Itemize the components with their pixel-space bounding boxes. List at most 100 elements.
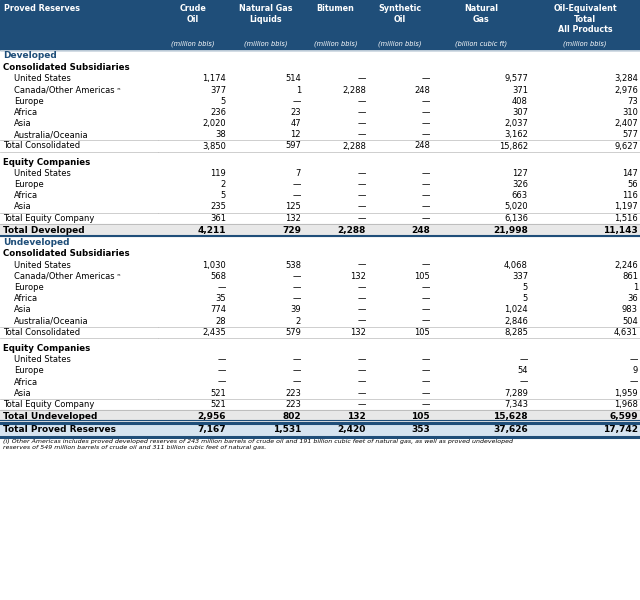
- Text: —: —: [422, 355, 430, 364]
- Text: Equity Companies: Equity Companies: [3, 344, 90, 353]
- Text: 377: 377: [210, 85, 226, 95]
- Text: 2,956: 2,956: [198, 412, 226, 421]
- Text: Asia: Asia: [14, 202, 31, 211]
- Text: 47: 47: [291, 119, 301, 128]
- Text: —: —: [292, 97, 301, 106]
- Text: Canada/Other Americas ⁿ: Canada/Other Americas ⁿ: [14, 85, 120, 95]
- Text: 39: 39: [291, 305, 301, 314]
- Text: —: —: [358, 260, 366, 269]
- Text: —: —: [422, 367, 430, 376]
- Text: —: —: [358, 180, 366, 189]
- Text: 577: 577: [622, 130, 638, 139]
- Text: —: —: [422, 400, 430, 409]
- Text: 310: 310: [622, 108, 638, 117]
- Text: 248: 248: [411, 226, 430, 235]
- Text: —: —: [218, 283, 226, 292]
- Text: 983: 983: [622, 305, 638, 314]
- Text: —: —: [358, 317, 366, 326]
- Text: Total Equity Company: Total Equity Company: [3, 214, 94, 223]
- Text: —: —: [292, 180, 301, 189]
- Text: 105: 105: [414, 272, 430, 281]
- Text: 6,599: 6,599: [609, 412, 638, 421]
- Text: Asia: Asia: [14, 119, 31, 128]
- Text: Total Consolidated: Total Consolidated: [3, 328, 80, 337]
- Text: —: —: [422, 260, 430, 269]
- Text: 861: 861: [622, 272, 638, 281]
- Text: 5: 5: [221, 191, 226, 200]
- Text: —: —: [358, 191, 366, 200]
- Text: 1,197: 1,197: [614, 202, 638, 211]
- Text: 132: 132: [350, 272, 366, 281]
- Text: Australia/Oceania: Australia/Oceania: [14, 317, 88, 326]
- Text: 3,284: 3,284: [614, 74, 638, 83]
- Bar: [0, 0, 640, 50]
- Text: 1,174: 1,174: [202, 74, 226, 83]
- Text: —: —: [292, 294, 301, 303]
- Text: 2,246: 2,246: [614, 260, 638, 269]
- Text: 2,037: 2,037: [504, 119, 528, 128]
- Text: 56: 56: [627, 180, 638, 189]
- Text: —: —: [422, 74, 430, 83]
- Text: —: —: [520, 377, 528, 386]
- Text: Crude
Oil: Crude Oil: [180, 4, 207, 24]
- Text: Total Undeveloped: Total Undeveloped: [3, 412, 97, 421]
- Text: 2: 2: [296, 317, 301, 326]
- Text: 2,435: 2,435: [202, 328, 226, 337]
- Text: Canada/Other Americas ⁿ: Canada/Other Americas ⁿ: [14, 272, 120, 281]
- Text: Africa: Africa: [14, 294, 38, 303]
- Text: —: —: [358, 377, 366, 386]
- Text: (million bbls): (million bbls): [314, 40, 357, 47]
- Text: Europe: Europe: [14, 367, 44, 376]
- Text: 2,288: 2,288: [338, 226, 366, 235]
- Text: 119: 119: [211, 169, 226, 178]
- Text: Equity Companies: Equity Companies: [3, 158, 90, 167]
- Text: 9,627: 9,627: [614, 142, 638, 151]
- Text: 371: 371: [512, 85, 528, 95]
- Text: United States: United States: [14, 260, 71, 269]
- Text: 521: 521: [211, 389, 226, 398]
- Text: (million bbls): (million bbls): [563, 40, 607, 47]
- Text: —: —: [422, 377, 430, 386]
- Text: —: —: [218, 367, 226, 376]
- Text: —: —: [292, 355, 301, 364]
- Text: —: —: [292, 367, 301, 376]
- Text: —: —: [218, 377, 226, 386]
- Text: 35: 35: [216, 294, 226, 303]
- Text: 4,068: 4,068: [504, 260, 528, 269]
- Text: 729: 729: [282, 226, 301, 235]
- Text: 37,626: 37,626: [493, 425, 528, 434]
- Text: Consolidated Subsidiaries: Consolidated Subsidiaries: [3, 63, 130, 72]
- Text: 248: 248: [414, 142, 430, 151]
- Text: —: —: [292, 377, 301, 386]
- Text: Africa: Africa: [14, 191, 38, 200]
- Text: 326: 326: [512, 180, 528, 189]
- Text: 802: 802: [282, 412, 301, 421]
- Text: —: —: [218, 355, 226, 364]
- Text: —: —: [358, 367, 366, 376]
- Text: 73: 73: [627, 97, 638, 106]
- Text: 361: 361: [210, 214, 226, 223]
- Text: 223: 223: [285, 400, 301, 409]
- Text: Total Proved Reserves: Total Proved Reserves: [3, 425, 116, 434]
- Text: —: —: [422, 294, 430, 303]
- Text: 3,162: 3,162: [504, 130, 528, 139]
- Text: 132: 132: [350, 328, 366, 337]
- Text: 504: 504: [622, 317, 638, 326]
- Text: Australia/Oceania: Australia/Oceania: [14, 130, 88, 139]
- Bar: [0, 410, 640, 422]
- Text: —: —: [292, 191, 301, 200]
- Text: Europe: Europe: [14, 283, 44, 292]
- Text: 1: 1: [296, 85, 301, 95]
- Text: 15,628: 15,628: [493, 412, 528, 421]
- Text: 21,998: 21,998: [493, 226, 528, 235]
- Bar: [0, 422, 640, 437]
- Text: —: —: [358, 389, 366, 398]
- Text: —: —: [422, 97, 430, 106]
- Text: —: —: [422, 169, 430, 178]
- Text: United States: United States: [14, 169, 71, 178]
- Text: Synthetic
Oil: Synthetic Oil: [378, 4, 422, 24]
- Text: 7: 7: [296, 169, 301, 178]
- Text: 248: 248: [414, 85, 430, 95]
- Text: —: —: [630, 355, 638, 364]
- Text: 2,288: 2,288: [342, 142, 366, 151]
